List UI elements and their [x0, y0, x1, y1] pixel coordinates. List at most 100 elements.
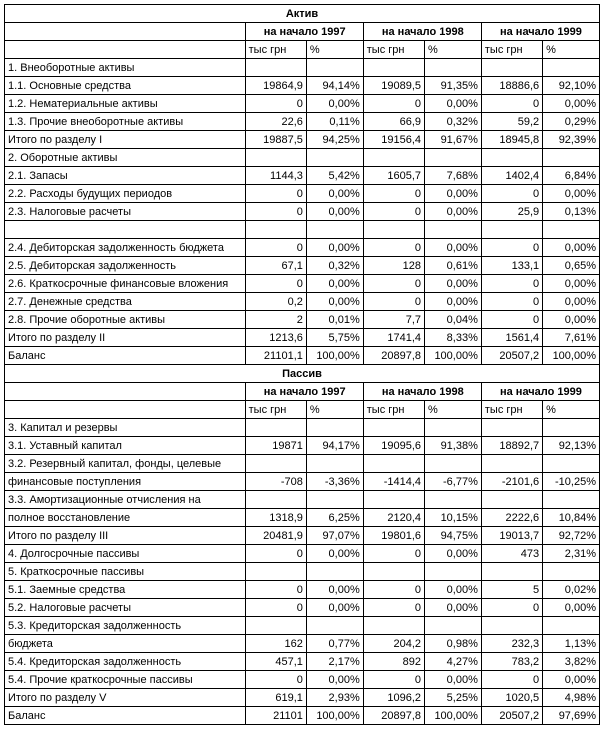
cell-v3: 59,2: [481, 113, 542, 131]
table-row: Баланс 21101,1 100,00% 20897,8 100,00% 2…: [5, 347, 600, 365]
row-label: [5, 221, 246, 239]
cell-v3: 18886,6: [481, 77, 542, 95]
cell-p1: [306, 221, 363, 239]
cell-p3: 10,84%: [543, 509, 600, 527]
cell-v1: [245, 419, 306, 437]
section-title: Пассив: [5, 365, 600, 383]
cell-v3: 783,2: [481, 653, 542, 671]
col-pct: %: [425, 41, 482, 59]
table-row: 5. Краткосрочные пассивы: [5, 563, 600, 581]
cell-p2: 5,25%: [425, 689, 482, 707]
cell-v2: 19156,4: [363, 131, 424, 149]
table-row: 1.3. Прочие внеоборотные активы 22,6 0,1…: [5, 113, 600, 131]
cell-p3: 92,72%: [543, 527, 600, 545]
row-label: 2.2. Расходы будущих периодов: [5, 185, 246, 203]
cell-p1: 0,00%: [306, 545, 363, 563]
cell-p1: 0,00%: [306, 185, 363, 203]
cell-p1: 0,00%: [306, 599, 363, 617]
cell-p3: 0,00%: [543, 293, 600, 311]
cell-v1: 20481,9: [245, 527, 306, 545]
cell-v2: [363, 617, 424, 635]
cell-p2: 91,67%: [425, 131, 482, 149]
row-label: бюджета: [5, 635, 246, 653]
cell-p3: [543, 59, 600, 77]
cell-p1: [306, 419, 363, 437]
cell-v3: 0: [481, 185, 542, 203]
cell-p3: 0,13%: [543, 203, 600, 221]
table-row: Итого по разделу V 619,1 2,93% 1096,2 5,…: [5, 689, 600, 707]
cell-p2: [425, 221, 482, 239]
cell-p3: 4,98%: [543, 689, 600, 707]
row-label: Итого по разделу I: [5, 131, 246, 149]
cell-v3: [481, 617, 542, 635]
table-row: бюджета 162 0,77% 204,2 0,98% 232,3 1,13…: [5, 635, 600, 653]
cell-p3: 92,10%: [543, 77, 600, 95]
cell-v3: [481, 149, 542, 167]
blank-cell: [5, 401, 246, 419]
cell-v3: 19013,7: [481, 527, 542, 545]
row-label: 3.2. Резервный капитал, фонды, целевые: [5, 455, 246, 473]
cell-v2: 1741,4: [363, 329, 424, 347]
col-pct: %: [306, 41, 363, 59]
cell-v1: 1318,9: [245, 509, 306, 527]
cell-p1: 0,00%: [306, 581, 363, 599]
cell-p2: [425, 419, 482, 437]
cell-v3: 18892,7: [481, 437, 542, 455]
cell-v1: 21101,1: [245, 347, 306, 365]
cell-v2: 1605,7: [363, 167, 424, 185]
cell-p3: 0,00%: [543, 239, 600, 257]
table-row: 5.2. Налоговые расчеты 0 0,00% 0 0,00% 0…: [5, 599, 600, 617]
blank-cell: [5, 383, 246, 401]
cell-v1: 19887,5: [245, 131, 306, 149]
cell-v1: 0: [245, 203, 306, 221]
cell-v1: 1144,3: [245, 167, 306, 185]
table-row: 2.1. Запасы 1144,3 5,42% 1605,7 7,68% 14…: [5, 167, 600, 185]
cell-v3: 0: [481, 239, 542, 257]
cell-v3: [481, 563, 542, 581]
cell-p1: 0,32%: [306, 257, 363, 275]
cell-p2: 0,00%: [425, 599, 482, 617]
cell-v2: 20897,8: [363, 707, 424, 725]
cell-v1: [245, 563, 306, 581]
cell-v3: 232,3: [481, 635, 542, 653]
cell-p1: 5,42%: [306, 167, 363, 185]
cell-v2: 19095,6: [363, 437, 424, 455]
cell-v1: -708: [245, 473, 306, 491]
blank-cell: [5, 23, 246, 41]
cell-p2: [425, 59, 482, 77]
cell-p3: [543, 221, 600, 239]
cell-v1: 0: [245, 185, 306, 203]
cell-p1: [306, 491, 363, 509]
cell-v1: [245, 221, 306, 239]
row-label: 2. Оборотные активы: [5, 149, 246, 167]
col-val: тыс грн: [245, 401, 306, 419]
cell-p3: 3,82%: [543, 653, 600, 671]
cell-p2: -6,77%: [425, 473, 482, 491]
cell-v1: [245, 59, 306, 77]
cell-p3: 0,29%: [543, 113, 600, 131]
cell-v2: -1414,4: [363, 473, 424, 491]
table-row: 2.6. Краткосрочные финансовые вложения 0…: [5, 275, 600, 293]
row-label: 3. Капитал и резервы: [5, 419, 246, 437]
table-row: Итого по разделу I 19887,5 94,25% 19156,…: [5, 131, 600, 149]
cell-v2: 20897,8: [363, 347, 424, 365]
cell-p3: 0,00%: [543, 95, 600, 113]
cell-p2: 8,33%: [425, 329, 482, 347]
cell-p3: 100,00%: [543, 347, 600, 365]
cell-v3: [481, 455, 542, 473]
table-row: 2.5. Дебиторская задолженность 67,1 0,32…: [5, 257, 600, 275]
row-label: 2.6. Краткосрочные финансовые вложения: [5, 275, 246, 293]
cell-v2: [363, 149, 424, 167]
table-row: [5, 221, 600, 239]
cell-p2: [425, 149, 482, 167]
row-label: полное восстановление: [5, 509, 246, 527]
row-label: Баланс: [5, 707, 246, 725]
row-label: 1.1. Основные средства: [5, 77, 246, 95]
table-row: 1.1. Основные средства 19864,9 94,14% 19…: [5, 77, 600, 95]
col-val: тыс грн: [481, 401, 542, 419]
cell-v2: 0: [363, 599, 424, 617]
cell-p2: 4,27%: [425, 653, 482, 671]
cell-v3: -2101,6: [481, 473, 542, 491]
cell-p1: 94,14%: [306, 77, 363, 95]
cell-p2: 0,00%: [425, 203, 482, 221]
